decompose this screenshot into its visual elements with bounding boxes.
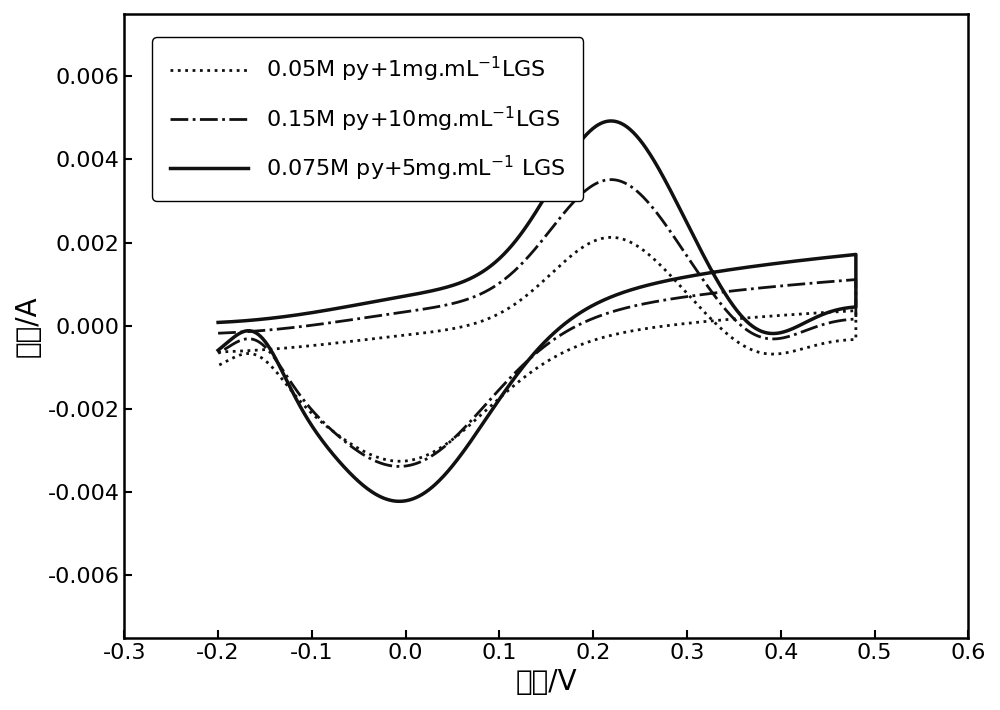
- 0.15M py+10mg.mL$^{-1}$LGS: [817, 278, 829, 287]
- 0.15M py+10mg.mL$^{-1}$LGS: [393, 462, 405, 471]
- Line: 0.075M py+5mg.mL$^{-1}$ LGS: 0.075M py+5mg.mL$^{-1}$ LGS: [218, 121, 856, 501]
- 0.075M py+5mg.mL$^{-1}$ LGS: [767, 329, 779, 338]
- Line: 0.05M py+1mg.mL$^{-1}$LGS: 0.05M py+1mg.mL$^{-1}$LGS: [218, 237, 856, 462]
- Line: 0.15M py+10mg.mL$^{-1}$LGS: 0.15M py+10mg.mL$^{-1}$LGS: [218, 180, 856, 466]
- 0.05M py+1mg.mL$^{-1}$LGS: [605, 233, 617, 241]
- 0.075M py+5mg.mL$^{-1}$ LGS: [643, 149, 655, 158]
- 0.05M py+1mg.mL$^{-1}$LGS: [643, 251, 655, 259]
- 0.075M py+5mg.mL$^{-1}$ LGS: [393, 497, 405, 506]
- Legend: 0.05M py+1mg.mL$^{-1}$LGS, 0.15M py+10mg.mL$^{-1}$LGS, 0.075M py+5mg.mL$^{-1}$ L: 0.05M py+1mg.mL$^{-1}$LGS, 0.15M py+10mg…: [152, 38, 583, 201]
- 0.05M py+1mg.mL$^{-1}$LGS: [212, 348, 224, 356]
- 0.075M py+5mg.mL$^{-1}$ LGS: [427, 286, 439, 295]
- 0.05M py+1mg.mL$^{-1}$LGS: [817, 308, 829, 317]
- 0.15M py+10mg.mL$^{-1}$LGS: [790, 280, 802, 289]
- 0.05M py+1mg.mL$^{-1}$LGS: [427, 327, 439, 336]
- 0.05M py+1mg.mL$^{-1}$LGS: [381, 333, 393, 342]
- 0.075M py+5mg.mL$^{-1}$ LGS: [605, 116, 617, 125]
- 0.075M py+5mg.mL$^{-1}$ LGS: [790, 257, 802, 266]
- 0.075M py+5mg.mL$^{-1}$ LGS: [381, 295, 393, 304]
- 0.075M py+5mg.mL$^{-1}$ LGS: [212, 318, 224, 327]
- 0.075M py+5mg.mL$^{-1}$ LGS: [212, 346, 224, 354]
- 0.15M py+10mg.mL$^{-1}$LGS: [605, 175, 617, 184]
- Y-axis label: 电流/A: 电流/A: [14, 295, 42, 356]
- 0.05M py+1mg.mL$^{-1}$LGS: [767, 350, 779, 359]
- 0.05M py+1mg.mL$^{-1}$LGS: [212, 361, 224, 370]
- 0.15M py+10mg.mL$^{-1}$LGS: [212, 329, 224, 337]
- 0.15M py+10mg.mL$^{-1}$LGS: [427, 303, 439, 312]
- 0.15M py+10mg.mL$^{-1}$LGS: [643, 200, 655, 208]
- 0.15M py+10mg.mL$^{-1}$LGS: [767, 334, 779, 343]
- 0.15M py+10mg.mL$^{-1}$LGS: [212, 349, 224, 358]
- 0.15M py+10mg.mL$^{-1}$LGS: [381, 310, 393, 319]
- 0.075M py+5mg.mL$^{-1}$ LGS: [817, 253, 829, 262]
- 0.05M py+1mg.mL$^{-1}$LGS: [394, 457, 406, 466]
- X-axis label: 电压/V: 电压/V: [516, 668, 577, 696]
- 0.05M py+1mg.mL$^{-1}$LGS: [790, 310, 802, 319]
